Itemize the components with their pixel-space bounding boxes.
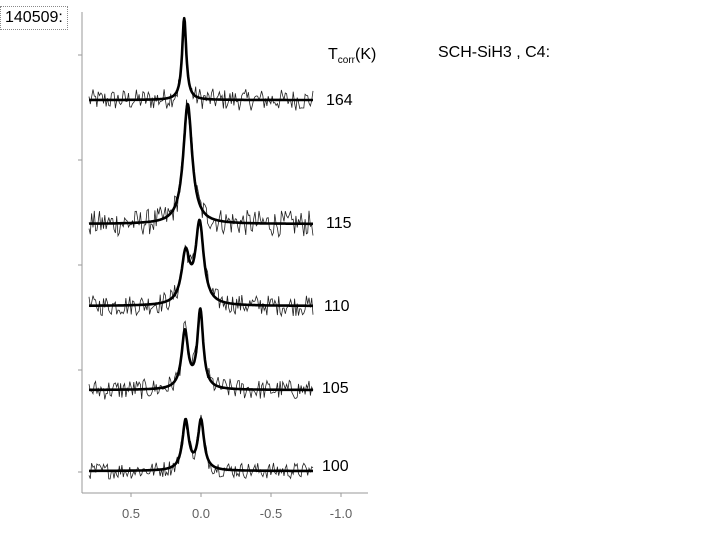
x-tick-label: -1.0 bbox=[330, 506, 352, 521]
fit-curve-105 bbox=[88, 307, 314, 392]
x-tick-label: -0.5 bbox=[260, 506, 282, 521]
data-trace-164 bbox=[88, 17, 314, 111]
data-trace-100 bbox=[88, 414, 314, 480]
temperature-label-164: 164 bbox=[326, 92, 353, 109]
fit-curve-164 bbox=[88, 16, 314, 102]
temperature-unit: (K) bbox=[355, 46, 377, 63]
data-trace-115 bbox=[88, 99, 314, 238]
temperature-label-105: 105 bbox=[322, 380, 349, 397]
temperature-label-110: 110 bbox=[324, 298, 350, 315]
temperature-subscript: corr bbox=[337, 55, 356, 67]
x-tick-label: 0.0 bbox=[192, 506, 210, 521]
fit-curve-110 bbox=[88, 218, 314, 308]
sample-label: SCH-SiH3 , C4: bbox=[438, 44, 551, 61]
temperature-label-100: 100 bbox=[322, 458, 349, 475]
fit-curve-115 bbox=[88, 102, 314, 226]
temperature-label-115: 115 bbox=[326, 215, 352, 232]
fit-curve-100 bbox=[88, 417, 314, 473]
temperature-column-header: Tcorr(K) bbox=[328, 46, 376, 66]
x-tick-label: 0.5 bbox=[122, 506, 140, 521]
temperature-symbol: T bbox=[328, 46, 338, 63]
slide-id-label: 140509: bbox=[0, 6, 68, 30]
